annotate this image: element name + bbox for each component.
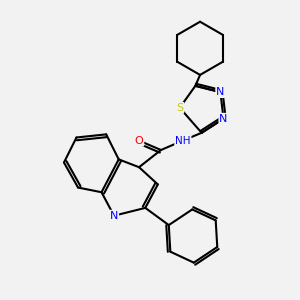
Text: S: S [176, 103, 183, 113]
Text: N: N [216, 87, 225, 97]
Text: O: O [135, 136, 143, 146]
Text: N: N [219, 114, 228, 124]
Text: N: N [110, 211, 118, 221]
Text: NH: NH [175, 136, 190, 146]
